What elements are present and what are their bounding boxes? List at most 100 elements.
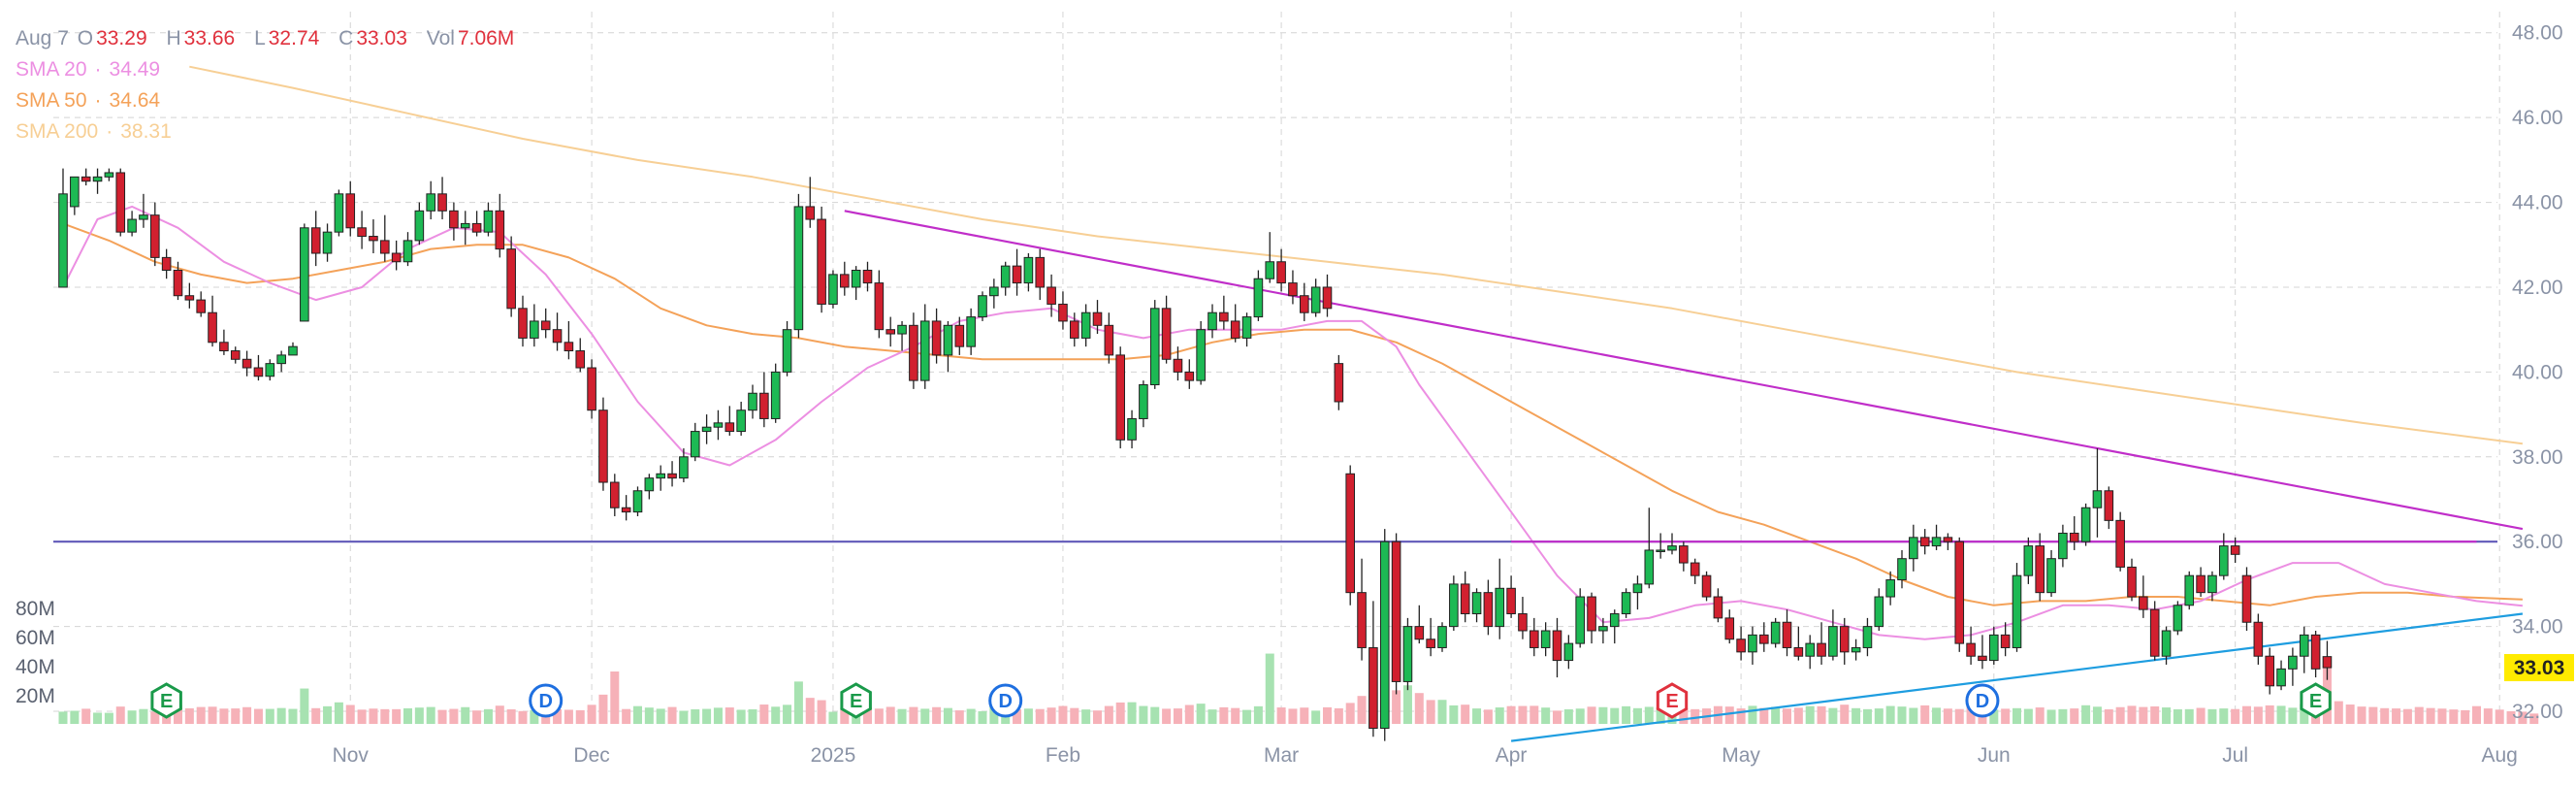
circle-icon: [529, 683, 564, 718]
candle-body: [840, 274, 850, 288]
volume-bar: [2115, 706, 2125, 724]
volume-bar: [196, 706, 206, 724]
candle-body: [2149, 608, 2160, 657]
candle-body: [2230, 545, 2240, 555]
candle-body: [173, 269, 183, 297]
volume-bar: [656, 708, 665, 724]
candle-body: [724, 422, 735, 433]
volume-bar: [265, 708, 274, 724]
candle-body: [1989, 634, 1999, 662]
volume-bar: [863, 706, 872, 724]
volume-bar: [2127, 705, 2137, 724]
volume-bar: [518, 710, 528, 724]
volume-bar: [1115, 702, 1125, 724]
volume-bar: [2231, 708, 2240, 724]
volume-bar: [242, 706, 252, 724]
candle-body: [1552, 630, 1562, 662]
event-label: E: [160, 691, 173, 712]
candle-body: [1621, 592, 1631, 615]
price-tick-label: 46.00: [2512, 107, 2563, 129]
candle-body: [954, 324, 965, 347]
candle-body: [334, 193, 344, 233]
trendline-top[interactable]: [844, 210, 2524, 531]
candle-body: [161, 256, 172, 271]
candle-body: [1609, 613, 1620, 628]
candle-body: [828, 274, 838, 305]
candle-body: [92, 176, 103, 182]
candle-body: [1885, 579, 1895, 598]
dividend-marker[interactable]: D: [1965, 683, 2000, 718]
volume-bar: [1035, 708, 1045, 724]
legend-sma50[interactable]: SMA 50 · 34.64: [16, 89, 161, 112]
legend-sma20[interactable]: SMA 20 · 34.49: [16, 58, 161, 81]
volume-bar: [1748, 705, 1757, 724]
candle-body: [1667, 545, 1677, 551]
volume-bar: [1920, 704, 1930, 724]
candle-body: [300, 227, 309, 322]
candle-body: [2023, 545, 2034, 576]
volume-bar: [989, 705, 999, 724]
volume-bar: [2058, 708, 2068, 724]
earnings-marker[interactable]: E: [840, 682, 872, 719]
candle-body: [1656, 549, 1665, 552]
candle-body: [1540, 630, 1551, 648]
volume-bar: [2483, 708, 2493, 724]
earnings-marker[interactable]: E: [2300, 682, 2332, 719]
candle-body: [701, 426, 712, 433]
last-price-label: 33.03: [2514, 657, 2565, 679]
candle-body: [1414, 626, 1425, 640]
candle-body: [483, 210, 494, 233]
candle-body: [1104, 324, 1114, 356]
volume-bar: [2357, 706, 2367, 724]
candle-body: [2219, 545, 2229, 576]
earnings-marker[interactable]: E: [1656, 682, 1689, 719]
volume-bar: [70, 710, 80, 724]
volume-bar: [276, 707, 286, 724]
volume-bar: [461, 706, 470, 724]
candle-body: [1931, 537, 1942, 547]
earnings-marker[interactable]: E: [150, 682, 182, 719]
trendlines[interactable]: [53, 210, 2524, 742]
volume-bar: [1058, 705, 1068, 724]
volume-bar: [334, 702, 343, 724]
volume-bar: [1897, 706, 1907, 724]
volume-bar: [2035, 707, 2045, 724]
volume-bar: [978, 710, 987, 724]
volume-bar: [1311, 710, 1321, 724]
volume-bar: [300, 688, 309, 724]
volume-bar: [1265, 653, 1274, 724]
candle-body: [1713, 596, 1723, 619]
candle-body: [150, 214, 160, 258]
candle-body: [1253, 278, 1264, 318]
candle-body: [1460, 583, 1470, 615]
candle-body: [1506, 587, 1516, 615]
volume-bar: [783, 704, 792, 724]
volume-bar: [2001, 708, 2011, 724]
legend-volume: Vol 7.06M: [426, 27, 515, 49]
volume-bar: [622, 708, 631, 724]
candle-body: [2276, 668, 2286, 687]
trendline-bottom[interactable]: [1510, 612, 2524, 742]
volume-bar: [2529, 713, 2539, 724]
candle-body: [1782, 621, 1792, 648]
hexagon-icon: [2300, 682, 2332, 719]
dividend-marker[interactable]: D: [988, 683, 1023, 718]
volume-bar: [1587, 706, 1596, 724]
candle-body: [402, 240, 413, 263]
candle-body: [288, 345, 298, 356]
volume-bar: [828, 711, 838, 724]
candle-body: [1230, 320, 1240, 339]
candle-body: [1449, 583, 1459, 628]
candle-body: [2207, 574, 2217, 594]
candle-body: [1115, 354, 1126, 441]
sma50-line: [62, 222, 2523, 606]
dividend-marker[interactable]: D: [529, 683, 564, 718]
candle-body: [1127, 417, 1137, 441]
volume-tick-label: 40M: [16, 656, 55, 678]
legend-sma200[interactable]: SMA 200 · 38.31: [16, 120, 172, 143]
volume-bar: [1104, 705, 1113, 724]
candle-body: [495, 210, 505, 250]
